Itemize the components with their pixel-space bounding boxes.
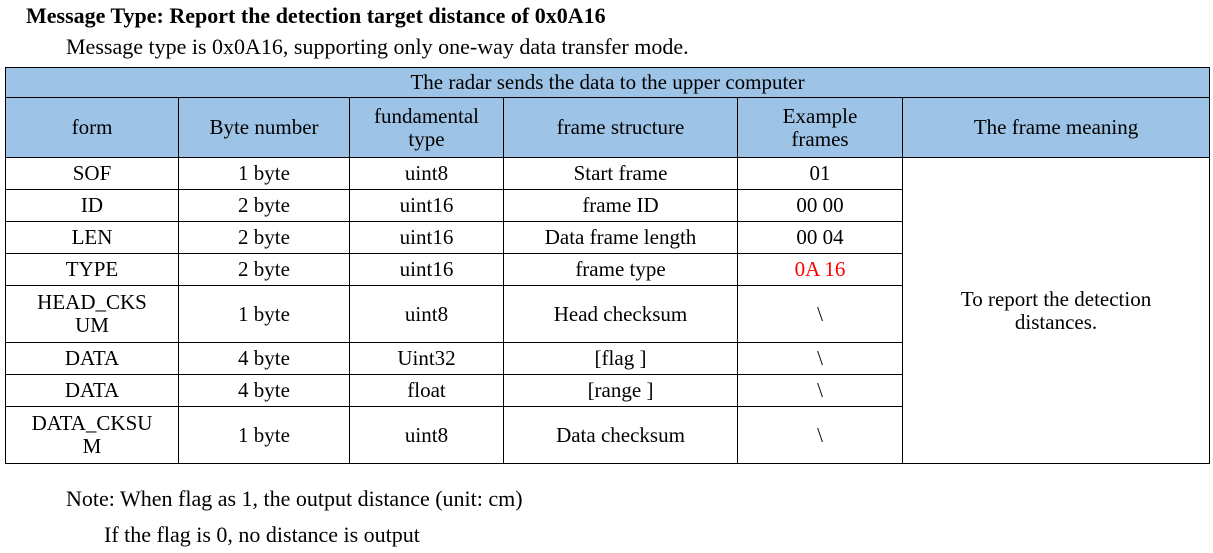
cell-example: 00 04 bbox=[737, 221, 903, 254]
cell-type: uint8 bbox=[349, 285, 504, 343]
table-row: LEN 2 byte uint16 Data frame length 00 0… bbox=[5, 221, 1210, 254]
cell-bytes: 2 byte bbox=[178, 189, 350, 222]
page-title: Message Type: Report the detection targe… bbox=[26, 3, 606, 28]
frame-table: The radar sends the data to the upper co… bbox=[4, 67, 1211, 464]
cell-type: uint16 bbox=[349, 221, 504, 254]
cell-type: uint16 bbox=[349, 253, 504, 286]
cell-example-highlight: 0A 16 bbox=[737, 253, 903, 286]
cell-example: 00 00 bbox=[737, 189, 903, 222]
cell-form: DATA_CKSUM bbox=[5, 406, 179, 464]
cell-structure: frame type bbox=[503, 253, 738, 286]
cell-example: \ bbox=[737, 285, 903, 343]
cell-bytes: 2 byte bbox=[178, 221, 350, 254]
cell-form: LEN bbox=[5, 221, 179, 254]
table-row: DATA 4 byte Uint32 [flag ] \ bbox=[5, 342, 1210, 375]
cell-form: HEAD_CKSUM bbox=[5, 285, 179, 343]
cell-structure: Start frame bbox=[503, 157, 738, 190]
cell-form: DATA bbox=[5, 374, 179, 407]
table-row: DATA 4 byte float [range ] \ bbox=[5, 374, 1210, 407]
table-row: DATA_CKSUM 1 byte uint8 Data checksum \ bbox=[5, 406, 1210, 464]
table-row: HEAD_CKSUM 1 byte uint8 Head checksum \ bbox=[5, 285, 1210, 343]
column-header-fundamental-type: fundamental type bbox=[349, 97, 504, 158]
cell-example: \ bbox=[737, 374, 903, 407]
cell-type: float bbox=[349, 374, 504, 407]
cell-bytes: 1 byte bbox=[178, 285, 350, 343]
note-flag-zero: If the flag is 0, no distance is output bbox=[104, 522, 420, 547]
column-header-frame-meaning: The frame meaning bbox=[901, 97, 1211, 158]
cell-structure: [range ] bbox=[503, 374, 738, 407]
cell-form: ID bbox=[5, 189, 179, 222]
cell-form: DATA bbox=[5, 342, 179, 375]
cell-structure: Data frame length bbox=[503, 221, 738, 254]
cell-structure: Data checksum bbox=[503, 406, 738, 464]
message-type-description: Message type is 0x0A16, supporting only … bbox=[66, 34, 689, 59]
table-banner: The radar sends the data to the upper co… bbox=[4, 67, 1211, 98]
column-header-frame-structure: frame structure bbox=[503, 97, 738, 158]
cell-bytes: 2 byte bbox=[178, 253, 350, 286]
cell-structure: frame ID bbox=[503, 189, 738, 222]
table-row: ID 2 byte uint16 frame ID 00 00 bbox=[5, 189, 1210, 222]
note-flag-one: Note: When flag as 1, the output distanc… bbox=[66, 486, 523, 511]
table-banner-row: The radar sends the data to the upper co… bbox=[4, 67, 1211, 98]
cell-type: uint16 bbox=[349, 189, 504, 222]
cell-bytes: 4 byte bbox=[178, 342, 350, 375]
cell-example: \ bbox=[737, 406, 903, 464]
cell-bytes: 1 byte bbox=[178, 157, 350, 190]
cell-bytes: 1 byte bbox=[178, 406, 350, 464]
cell-type: uint8 bbox=[349, 157, 504, 190]
cell-type: uint8 bbox=[349, 406, 504, 464]
column-header-byte-number: Byte number bbox=[178, 97, 350, 158]
cell-form: SOF bbox=[5, 157, 179, 190]
cell-structure: Head checksum bbox=[503, 285, 738, 343]
cell-frame-meaning: To report the detection distances. bbox=[901, 157, 1211, 464]
cell-type: Uint32 bbox=[349, 342, 504, 375]
table-row: SOF 1 byte uint8 Start frame 01 To repor… bbox=[5, 157, 1211, 464]
column-header-example-frames: Example frames bbox=[737, 97, 903, 158]
column-header-form: form bbox=[5, 97, 179, 158]
cell-example: \ bbox=[737, 342, 903, 375]
table-header-row: form Byte number fundamental type frame … bbox=[5, 97, 1211, 158]
cell-structure: [flag ] bbox=[503, 342, 738, 375]
table-row: TYPE 2 byte uint16 frame type 0A 16 bbox=[5, 253, 1210, 286]
cell-example: 01 bbox=[737, 157, 903, 190]
cell-bytes: 4 byte bbox=[178, 374, 350, 407]
cell-form: TYPE bbox=[5, 253, 179, 286]
